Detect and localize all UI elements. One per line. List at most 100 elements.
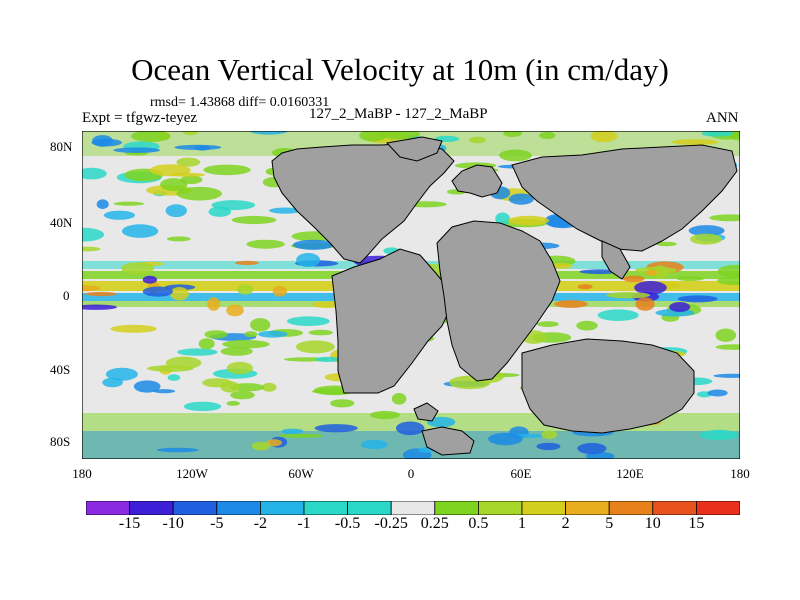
velocity-patch xyxy=(370,410,400,420)
asia xyxy=(511,144,738,252)
colorbar-swatch xyxy=(216,501,261,515)
velocity-patch xyxy=(203,164,251,176)
colorbar-label: -15 xyxy=(118,515,141,532)
velocity-patch xyxy=(142,286,173,297)
velocity-patch xyxy=(315,356,340,362)
colorbar-swatch xyxy=(303,501,348,515)
velocity-patch xyxy=(701,131,734,137)
velocity-patch xyxy=(671,139,719,145)
velocity-patch xyxy=(121,262,155,275)
velocity-patch xyxy=(554,300,588,308)
y-tick-label: 40N xyxy=(50,215,73,230)
velocity-patch xyxy=(257,330,288,338)
velocity-patch xyxy=(176,157,201,167)
velocity-patch xyxy=(142,275,158,284)
velocity-patch xyxy=(165,204,187,218)
colorbar-swatch xyxy=(696,501,740,515)
x-tick-label: 180 xyxy=(730,466,750,481)
velocity-patch xyxy=(577,442,607,455)
colorbar-label: 0.5 xyxy=(468,515,489,532)
velocity-patch xyxy=(156,447,199,453)
velocity-patch xyxy=(606,292,651,299)
southern-continent xyxy=(521,338,695,434)
x-tick-label: 60W xyxy=(288,466,314,481)
velocity-patch xyxy=(713,373,740,378)
velocity-patch xyxy=(717,276,740,285)
velocity-patch xyxy=(167,374,181,381)
land-masses xyxy=(271,136,738,456)
case-label: 127_2_MaBP - 127_2_MaBP xyxy=(309,106,488,122)
x-tick-label: 120E xyxy=(616,466,644,481)
colorbar-label: -1 xyxy=(297,515,311,532)
velocity-patch xyxy=(295,340,335,354)
velocity-patch xyxy=(330,399,355,408)
velocity-patch xyxy=(278,433,324,438)
season-label: ANN xyxy=(706,110,739,126)
velocity-patch xyxy=(183,401,222,412)
velocity-patch xyxy=(160,178,188,192)
velocity-patch xyxy=(715,344,740,350)
experiment-label: Expt = tfgwz-teyez xyxy=(82,110,198,126)
velocity-patch xyxy=(468,136,486,144)
velocity-patch xyxy=(177,348,218,356)
velocity-patch xyxy=(272,286,288,297)
colorbar xyxy=(86,501,740,515)
velocity-patch xyxy=(226,361,253,375)
velocity-patch xyxy=(96,199,109,210)
velocity-patch xyxy=(198,338,215,350)
velocity-patch xyxy=(391,393,407,405)
velocity-patch xyxy=(220,347,253,356)
velocity-patch xyxy=(113,201,144,206)
velocity-patch xyxy=(634,281,667,295)
velocity-patch xyxy=(105,367,138,381)
velocity-patch xyxy=(204,330,228,339)
velocity-patch xyxy=(113,147,161,153)
colorbar-swatch xyxy=(172,501,218,515)
velocity-patch xyxy=(499,149,532,162)
velocity-patch xyxy=(669,302,691,312)
velocity-patch xyxy=(169,172,206,177)
colorbar-swatch xyxy=(521,501,566,515)
velocity-patch xyxy=(635,297,655,311)
velocity-patch xyxy=(508,193,534,205)
y-tick-label: 0 xyxy=(63,288,70,303)
velocity-patch xyxy=(488,432,523,446)
velocity-patch xyxy=(246,239,285,249)
y-tick-label: 40S xyxy=(50,362,71,377)
velocity-patch xyxy=(378,131,421,140)
velocity-patch xyxy=(622,275,645,282)
velocity-patch xyxy=(426,416,456,428)
velocity-patch xyxy=(536,442,561,451)
colorbar-label: -2 xyxy=(253,515,268,532)
velocity-patch xyxy=(539,131,556,139)
velocity-patch xyxy=(699,429,739,441)
colorbar-swatch xyxy=(652,501,697,515)
rmsd-diff-stats: rmsd= 1.43868 diff= 0.0160331 xyxy=(150,95,330,110)
africa xyxy=(436,220,561,382)
velocity-patch xyxy=(226,401,240,406)
colorbar-swatch xyxy=(347,501,392,515)
velocity-patch xyxy=(133,380,161,393)
velocity-patch xyxy=(82,285,101,292)
velocity-patch xyxy=(656,241,677,247)
antarctic-fragment-2 xyxy=(413,402,439,422)
colorbar-swatch xyxy=(565,501,610,515)
plot-title: Ocean Vertical Velocity at 10m (in cm/da… xyxy=(131,52,669,87)
velocity-patch xyxy=(182,131,198,136)
velocity-patch xyxy=(576,320,598,331)
velocity-patch xyxy=(226,304,244,317)
velocity-patch xyxy=(249,131,288,135)
velocity-patch xyxy=(122,224,159,238)
velocity-patch xyxy=(541,430,558,440)
velocity-patch xyxy=(230,390,255,400)
colorbar-swatch xyxy=(390,501,436,515)
velocity-patch xyxy=(231,215,277,225)
velocity-patch xyxy=(102,377,123,388)
velocity-patch xyxy=(237,284,254,295)
x-tick-label: 120W xyxy=(176,466,208,481)
europe xyxy=(451,164,503,198)
velocity-patch xyxy=(130,131,171,142)
y-tick-label: 80N xyxy=(50,139,73,154)
colorbar-label: -5 xyxy=(210,515,224,532)
velocity-patch xyxy=(82,167,107,180)
